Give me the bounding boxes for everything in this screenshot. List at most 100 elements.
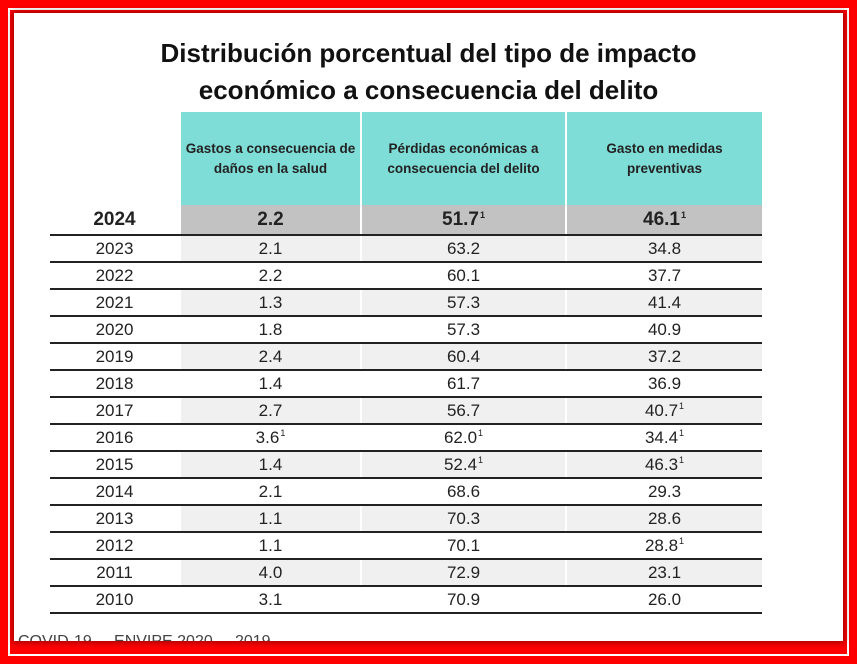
year-cell: 2023 [50, 235, 180, 263]
value: 26.0 [647, 589, 682, 609]
value: 36.9 [647, 373, 682, 393]
table-row: 2014 2.1 68.6 29.3 [50, 478, 762, 506]
value-cell: 62.01 [360, 424, 566, 452]
value-cell: 37.2 [565, 343, 762, 371]
value: 51.7 [442, 208, 479, 230]
year-cell: 2010 [50, 586, 180, 614]
header-row: Gastos a consecuencia de daños en la sal… [50, 112, 762, 205]
value: 3.6 [255, 427, 280, 447]
value-cell: 1.3 [179, 289, 361, 317]
value: 41.4 [647, 292, 682, 312]
year-cell: 2015 [50, 451, 180, 479]
value-cell: 34.8 [565, 235, 762, 263]
table-row: 2011 4.0 72.9 23.1 [50, 559, 762, 587]
column-header: Pérdidas económicas a consecuencia del d… [360, 112, 566, 205]
value: 60.4 [446, 346, 481, 366]
value: 63.2 [446, 238, 481, 258]
value-cell: 60.1 [360, 262, 566, 290]
value: 70.3 [446, 508, 481, 528]
value-cell: 28.6 [565, 505, 762, 533]
footnote-marker: 1 [679, 400, 685, 411]
table-row: 2017 2.7 56.7 40.71 [50, 397, 762, 425]
value: 2.1 [258, 238, 283, 258]
value-cell: 3.1 [179, 586, 361, 614]
value: 52.4 [443, 454, 478, 474]
value-cell: 70.3 [360, 505, 566, 533]
value: 4.0 [258, 562, 283, 582]
value: 28.8 [644, 535, 679, 555]
year-cell: 2014 [50, 478, 180, 506]
value-cell: 1.4 [179, 370, 361, 398]
value-cell: 2.1 [179, 235, 361, 263]
footnote-marker: 1 [679, 535, 685, 546]
value: 57.3 [446, 319, 481, 339]
slide: Distribución porcentual del tipo de impa… [14, 13, 843, 641]
value: 37.2 [647, 346, 682, 366]
year-cell: 2012 [50, 532, 180, 560]
value-cell: 1.1 [179, 505, 361, 533]
value-cell: 3.61 [179, 424, 361, 452]
value: 34.4 [644, 427, 679, 447]
value: 68.6 [446, 481, 481, 501]
value: 37.7 [647, 265, 682, 285]
value: 2.2 [257, 208, 284, 230]
value: 62.0 [443, 427, 478, 447]
value: 1.8 [258, 319, 283, 339]
year-cell: 2011 [50, 559, 180, 587]
table-row: 2023 2.1 63.2 34.8 [50, 235, 762, 263]
red-frame [8, 8, 849, 656]
table-row: 2012 1.1 70.1 28.81 [50, 532, 762, 560]
value-cell: 68.6 [360, 478, 566, 506]
value: 40.9 [647, 319, 682, 339]
value-cell: 46.11 [565, 205, 762, 236]
value-cell: 29.3 [565, 478, 762, 506]
value: 72.9 [446, 562, 481, 582]
value-cell: 61.7 [360, 370, 566, 398]
value: 40.7 [644, 400, 679, 420]
value-cell: 28.81 [565, 532, 762, 560]
value-cell: 52.41 [360, 451, 566, 479]
value-cell: 40.71 [565, 397, 762, 425]
value: 2.4 [258, 346, 283, 366]
year-cell: 2021 [50, 289, 180, 317]
table-row: 2021 1.3 57.3 41.4 [50, 289, 762, 317]
value-cell: 1.4 [179, 451, 361, 479]
year-cell: 2016 [50, 424, 180, 452]
value-cell: 57.3 [360, 316, 566, 344]
value-cell: 1.1 [179, 532, 361, 560]
value-cell: 2.4 [179, 343, 361, 371]
value: 34.8 [647, 238, 682, 258]
value: 29.3 [647, 481, 682, 501]
value: 70.9 [446, 589, 481, 609]
footnote-marker: 1 [679, 427, 685, 438]
value: 1.3 [258, 292, 283, 312]
page-title: Distribución porcentual del tipo de impa… [14, 35, 843, 109]
footnote-clipped: COVID-19 ... ENVIPE 2020 ... 2019 ... [18, 633, 288, 641]
year-cell: 2019 [50, 343, 180, 371]
column-header: Gastos a consecuencia de daños en la sal… [179, 112, 361, 205]
value-cell: 4.0 [179, 559, 361, 587]
value-cell: 2.2 [179, 205, 361, 236]
value: 28.6 [647, 508, 682, 528]
value-cell: 46.31 [565, 451, 762, 479]
footnote-marker: 1 [280, 427, 286, 438]
value-cell: 23.1 [565, 559, 762, 587]
table-row: 2022 2.2 60.1 37.7 [50, 262, 762, 290]
value: 2.1 [258, 481, 283, 501]
table-row: 2024 2.2 51.71 46.11 [50, 205, 762, 236]
value: 2.2 [258, 265, 283, 285]
year-cell: 2018 [50, 370, 180, 398]
table-row: 2015 1.4 52.41 46.31 [50, 451, 762, 479]
value: 1.4 [258, 454, 283, 474]
footnote-marker: 1 [478, 454, 484, 465]
value: 56.7 [446, 400, 481, 420]
data-table: Gastos a consecuencia de daños en la sal… [50, 112, 762, 614]
year-cell: 2022 [50, 262, 180, 290]
value: 46.1 [643, 208, 680, 230]
value-cell: 40.9 [565, 316, 762, 344]
value: 1.4 [258, 373, 283, 393]
title-line-2: económico a consecuencia del delito [198, 75, 659, 105]
year-cell: 2024 [50, 205, 180, 236]
value-cell: 37.7 [565, 262, 762, 290]
table-row: 2020 1.8 57.3 40.9 [50, 316, 762, 344]
